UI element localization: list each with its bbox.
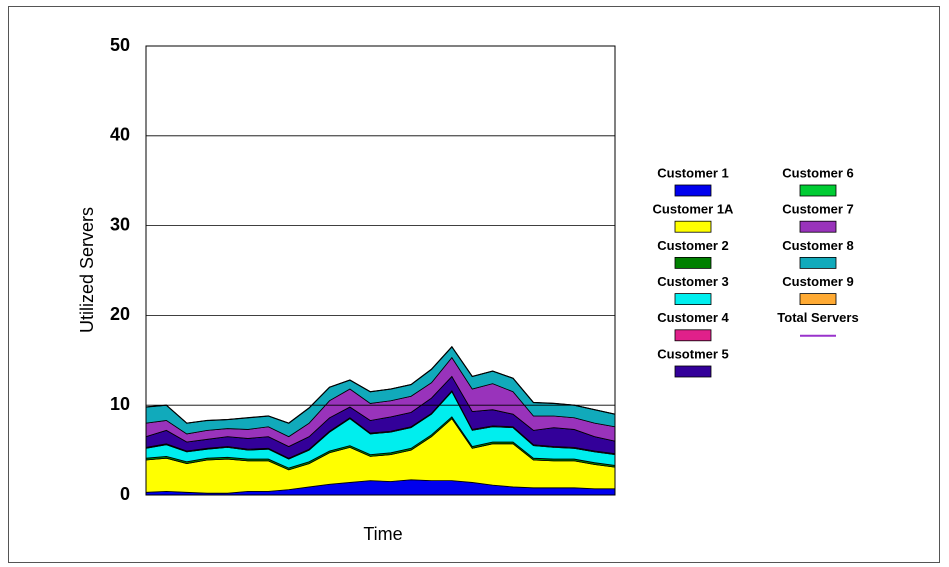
legend-swatch [674, 293, 712, 306]
y-tick-label: 50 [110, 35, 130, 55]
legend-swatch [799, 293, 837, 306]
legend-label: Customer 4 [657, 310, 729, 325]
y-tick-label: 0 [120, 484, 130, 504]
legend-swatch [674, 184, 712, 197]
legend-label: Customer 2 [657, 238, 729, 253]
legend-swatch [799, 184, 837, 197]
legend-swatch [674, 365, 712, 378]
legend-label: Cusotmer 5 [657, 346, 729, 361]
legend-label: Customer 1A [653, 202, 735, 217]
legend-label: Customer 3 [657, 274, 729, 289]
legend-label: Customer 7 [782, 202, 854, 217]
legend-label: Customer 1 [657, 165, 729, 180]
y-tick-label: 30 [110, 214, 130, 234]
legend-swatch [799, 220, 837, 233]
legend-label: Customer 8 [782, 238, 854, 253]
x-axis-label: Time [363, 524, 402, 544]
legend-label: Customer 9 [782, 274, 854, 289]
legend-swatch [674, 220, 712, 233]
y-tick-label: 10 [110, 394, 130, 414]
legend-swatch [674, 329, 712, 342]
y-axis-label: Utilized Servers [77, 207, 97, 333]
total-line [145, 345, 616, 424]
legend-label: Total Servers [777, 310, 858, 325]
y-tick-label: 20 [110, 304, 130, 324]
y-tick-label: 40 [110, 125, 130, 145]
legend-swatch [674, 256, 712, 269]
plot-border [145, 45, 616, 496]
legend-label: Customer 6 [782, 165, 854, 180]
legend-swatch [799, 256, 837, 269]
